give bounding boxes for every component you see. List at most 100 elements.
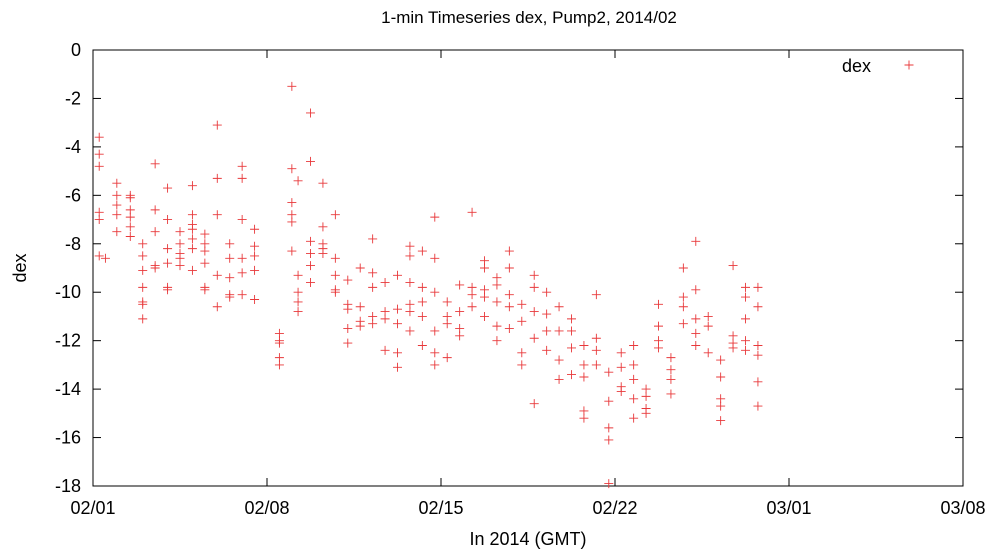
data-point xyxy=(112,210,122,220)
data-point xyxy=(455,307,465,317)
data-point xyxy=(691,314,701,324)
y-tick-label: -8 xyxy=(65,234,81,254)
data-point xyxy=(753,282,763,292)
legend-marker-plus xyxy=(904,60,914,70)
data-point xyxy=(616,362,626,372)
data-point xyxy=(94,251,104,261)
data-point xyxy=(691,341,701,351)
data-point xyxy=(405,241,415,251)
data-point xyxy=(492,336,502,346)
data-point xyxy=(200,246,210,256)
data-point xyxy=(405,307,415,317)
data-point xyxy=(380,345,390,355)
data-point xyxy=(567,326,576,336)
data-point xyxy=(467,302,477,312)
data-point xyxy=(417,297,427,307)
data-point xyxy=(306,108,315,118)
data-point xyxy=(94,215,104,225)
data-point xyxy=(430,360,440,370)
data-point xyxy=(554,374,564,384)
data-point xyxy=(200,258,210,268)
x-tick-label: 02/22 xyxy=(592,498,637,518)
data-point xyxy=(567,370,576,380)
data-point xyxy=(293,297,303,307)
data-point xyxy=(380,278,390,288)
data-point xyxy=(430,326,440,336)
data-point xyxy=(455,280,465,290)
data-point xyxy=(678,292,688,302)
x-tick-label: 03/01 xyxy=(766,498,811,518)
data-point xyxy=(579,360,589,370)
data-point xyxy=(654,321,663,331)
data-point xyxy=(604,423,614,433)
data-point xyxy=(741,336,750,346)
data-point xyxy=(417,282,427,292)
data-point xyxy=(250,294,260,304)
y-tick-label: -4 xyxy=(65,137,81,157)
data-point xyxy=(504,302,514,312)
y-tick-label: -10 xyxy=(55,282,81,302)
data-point xyxy=(237,173,247,183)
data-point xyxy=(237,290,247,300)
data-point xyxy=(287,81,297,91)
data-point xyxy=(579,341,589,351)
y-tick-label: -12 xyxy=(55,331,81,351)
data-point xyxy=(237,253,247,263)
data-point xyxy=(703,311,713,321)
data-point xyxy=(430,253,440,263)
data-point xyxy=(225,239,235,249)
data-point xyxy=(753,401,763,411)
data-point xyxy=(150,227,160,237)
data-point xyxy=(163,244,173,254)
data-point xyxy=(529,399,539,409)
data-point xyxy=(175,227,185,237)
data-point xyxy=(293,307,303,317)
y-tick-label: -6 xyxy=(65,185,81,205)
data-point xyxy=(138,299,148,309)
data-point xyxy=(187,265,197,275)
data-point xyxy=(187,244,197,254)
data-point xyxy=(480,311,489,321)
data-point xyxy=(175,261,185,271)
data-point xyxy=(480,292,489,302)
data-point xyxy=(442,297,452,307)
x-axis: 02/01 02/08 02/15 02/22 03/01 03/08 xyxy=(70,50,986,518)
data-point xyxy=(753,302,763,312)
data-point xyxy=(741,345,750,355)
data-point xyxy=(529,307,539,317)
data-point xyxy=(604,479,614,489)
data-point xyxy=(187,234,197,244)
data-point xyxy=(654,299,663,309)
data-point xyxy=(430,287,440,297)
data-point xyxy=(529,282,539,292)
data-point xyxy=(318,248,328,258)
data-point xyxy=(393,348,402,358)
data-point xyxy=(492,297,502,307)
data-point xyxy=(467,207,477,217)
data-point xyxy=(343,304,353,314)
data-point xyxy=(112,178,122,188)
y-axis: 0 -2 -4 -6 -8 -10 -12 -14 -16 -18 xyxy=(55,40,963,496)
data-point xyxy=(306,248,315,258)
data-point xyxy=(237,161,247,171)
data-point xyxy=(163,215,173,225)
data-point xyxy=(529,270,539,280)
data-point xyxy=(517,299,527,309)
data-point xyxy=(293,287,303,297)
data-point xyxy=(741,282,750,292)
data-point xyxy=(225,273,235,283)
data-point xyxy=(517,348,527,358)
data-point xyxy=(200,285,210,295)
data-point xyxy=(380,314,390,324)
data-point xyxy=(368,319,378,329)
data-point xyxy=(480,263,489,273)
data-point xyxy=(112,190,122,200)
data-point xyxy=(467,290,477,300)
data-point xyxy=(654,343,663,353)
y-tick-label: 0 xyxy=(71,40,81,60)
data-point xyxy=(442,319,452,329)
data-point xyxy=(430,348,440,358)
data-point xyxy=(629,374,639,384)
data-point xyxy=(591,290,601,300)
data-point xyxy=(405,251,415,261)
